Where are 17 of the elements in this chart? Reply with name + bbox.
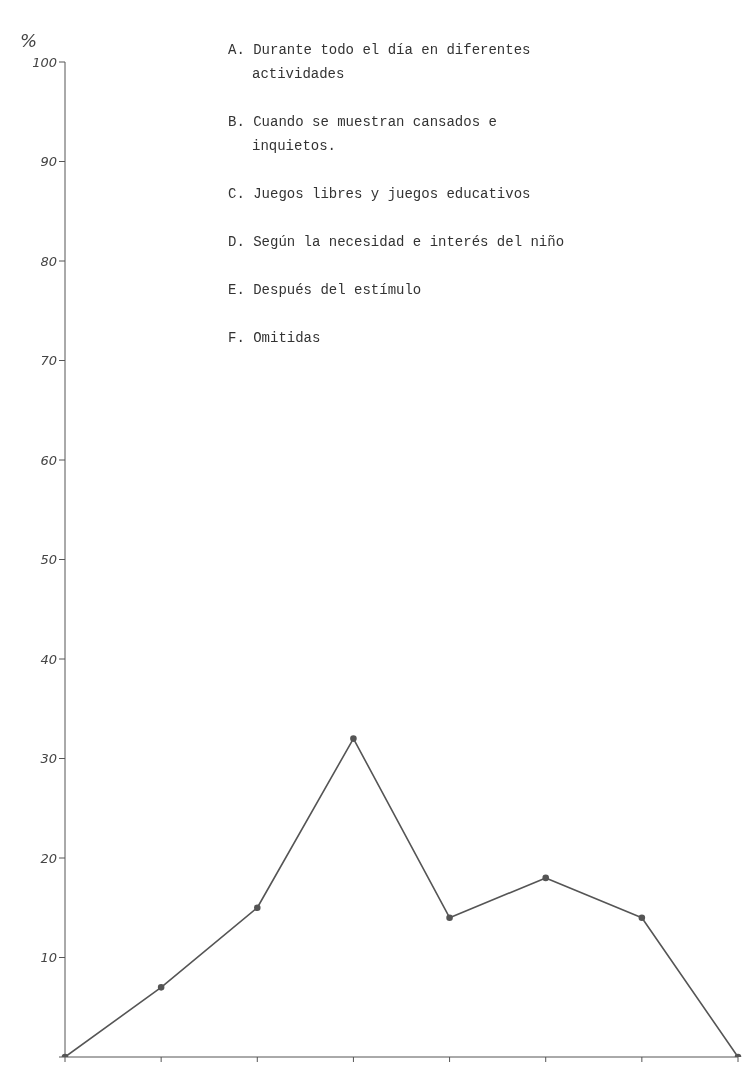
y-tick-label: 30 [40, 751, 57, 767]
annotation: E. Después del estímulo [228, 281, 423, 300]
y-tick-label: 40 [40, 651, 57, 667]
annotation: A. Durante todo el día en diferentes actividades [228, 41, 532, 84]
y-tick-label: 70 [40, 353, 57, 369]
y-tick-label: 20 [40, 850, 57, 866]
annotation: B. Cuando se muestran cansados e inquietos. [228, 113, 498, 156]
y-tick-label: 80 [40, 253, 57, 269]
annotation: D. Según la necesidad e interés del niño [228, 233, 566, 252]
annotation: F. Omitidas [228, 329, 322, 348]
y-tick-label: 90 [40, 154, 57, 170]
y-tick-label: 10 [40, 950, 57, 966]
y-tick-label: 50 [40, 552, 57, 568]
y-axis-title: % [20, 30, 38, 51]
y-tick-label: 100 [32, 54, 57, 70]
annotation: C. Juegos libres y juegos educativos [228, 185, 532, 204]
y-tick-label: 60 [40, 452, 57, 468]
